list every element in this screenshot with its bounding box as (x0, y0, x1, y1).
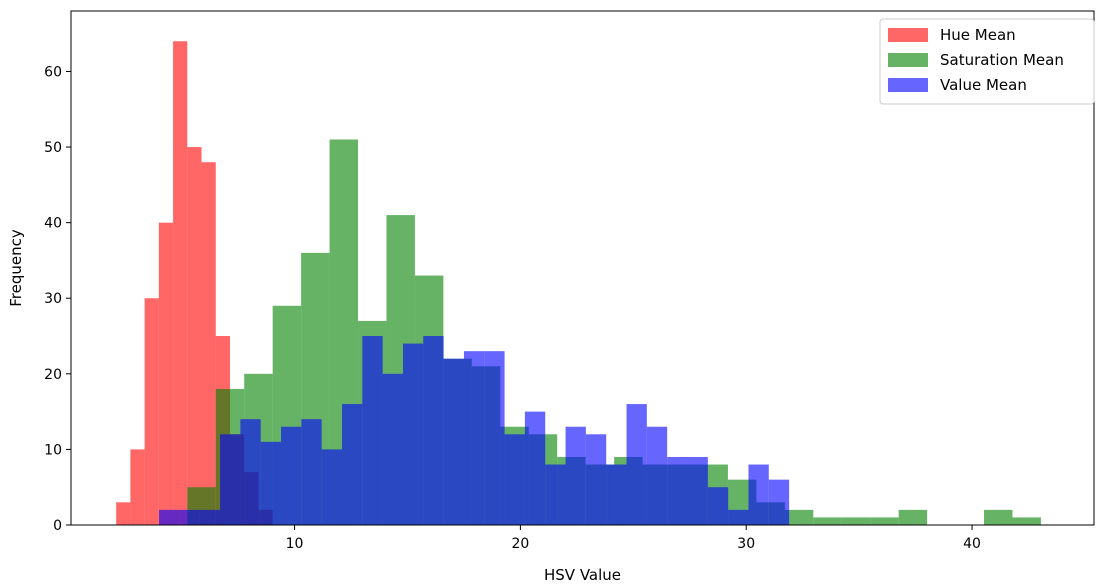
x-tick-label: 10 (286, 536, 304, 552)
x-tick-label: 40 (963, 536, 981, 552)
histogram-bar (870, 517, 899, 525)
histogram-bar (362, 336, 383, 525)
series-value-mean (159, 336, 790, 525)
histogram-bar (443, 358, 464, 525)
histogram-bar (199, 509, 221, 525)
y-tick-label: 10 (44, 442, 62, 458)
legend-swatch (888, 78, 928, 92)
histogram-bar (728, 509, 749, 525)
legend-swatch (888, 53, 928, 67)
axes-frame (70, 10, 1095, 526)
y-tick-label: 0 (53, 518, 62, 534)
histogram-bar (646, 426, 668, 525)
legend-label: Hue Mean (940, 26, 1016, 44)
histogram-bar (813, 517, 842, 525)
legend: Hue Mean Saturation Mean Value Mean (879, 18, 1095, 105)
x-axis-label: HSV Value (544, 566, 621, 584)
histogram-bar (667, 456, 688, 525)
y-tick-label: 60 (44, 64, 62, 80)
plot-area (116, 41, 1041, 526)
histogram-bar (545, 464, 566, 525)
legend-label: Value Mean (940, 76, 1027, 94)
histogram-bar (260, 441, 282, 525)
histogram-bar (898, 509, 928, 525)
histogram-bar (423, 336, 444, 525)
x-axis: 10 20 30 40 (286, 525, 981, 552)
y-tick-label: 20 (44, 367, 62, 383)
histogram-bar (484, 351, 505, 525)
histogram-bar (116, 502, 131, 525)
histogram-bar (201, 162, 216, 525)
legend-frame (879, 18, 1095, 105)
histogram-bar (341, 404, 363, 525)
histogram-bar (402, 343, 424, 525)
histogram-bar (158, 222, 174, 525)
histogram-bar (144, 298, 159, 525)
histogram-bar (768, 479, 790, 525)
histogram-bar (130, 449, 145, 525)
x-tick-label: 30 (737, 536, 755, 552)
histogram-bar (585, 434, 607, 525)
histogram-bar (524, 411, 546, 525)
histogram-bar (1012, 517, 1041, 525)
histogram-bar (187, 147, 202, 525)
histogram-bar (159, 509, 180, 525)
y-axis-label: Frequency (7, 229, 25, 307)
histogram-bar (606, 464, 627, 525)
x-tick-label: 20 (511, 536, 529, 552)
histogram-bar (687, 456, 708, 525)
histogram-bar (321, 449, 342, 525)
histogram-bar (984, 509, 1013, 525)
histogram-bar (748, 464, 769, 525)
y-tick-label: 50 (44, 140, 62, 156)
histogram-bar (179, 509, 200, 525)
histogram-bar (504, 434, 525, 525)
histogram-bar (220, 434, 241, 525)
histogram-bar (626, 404, 647, 525)
histogram-bar (301, 419, 322, 525)
histogram-bar (565, 426, 586, 525)
y-axis: 0 10 20 30 40 50 60 (44, 64, 71, 534)
legend-label: Saturation Mean (940, 51, 1064, 69)
histogram-bar (382, 373, 403, 525)
histogram-bar (707, 487, 729, 525)
histogram-bar (463, 351, 485, 525)
legend-swatch (888, 28, 928, 42)
histogram-bar (841, 517, 871, 525)
y-tick-label: 30 (44, 291, 62, 307)
histogram-bar (784, 509, 814, 525)
histogram-bar (173, 41, 188, 526)
histogram-bar (240, 419, 261, 525)
y-tick-label: 40 (44, 216, 62, 232)
histogram-bar (281, 426, 302, 525)
